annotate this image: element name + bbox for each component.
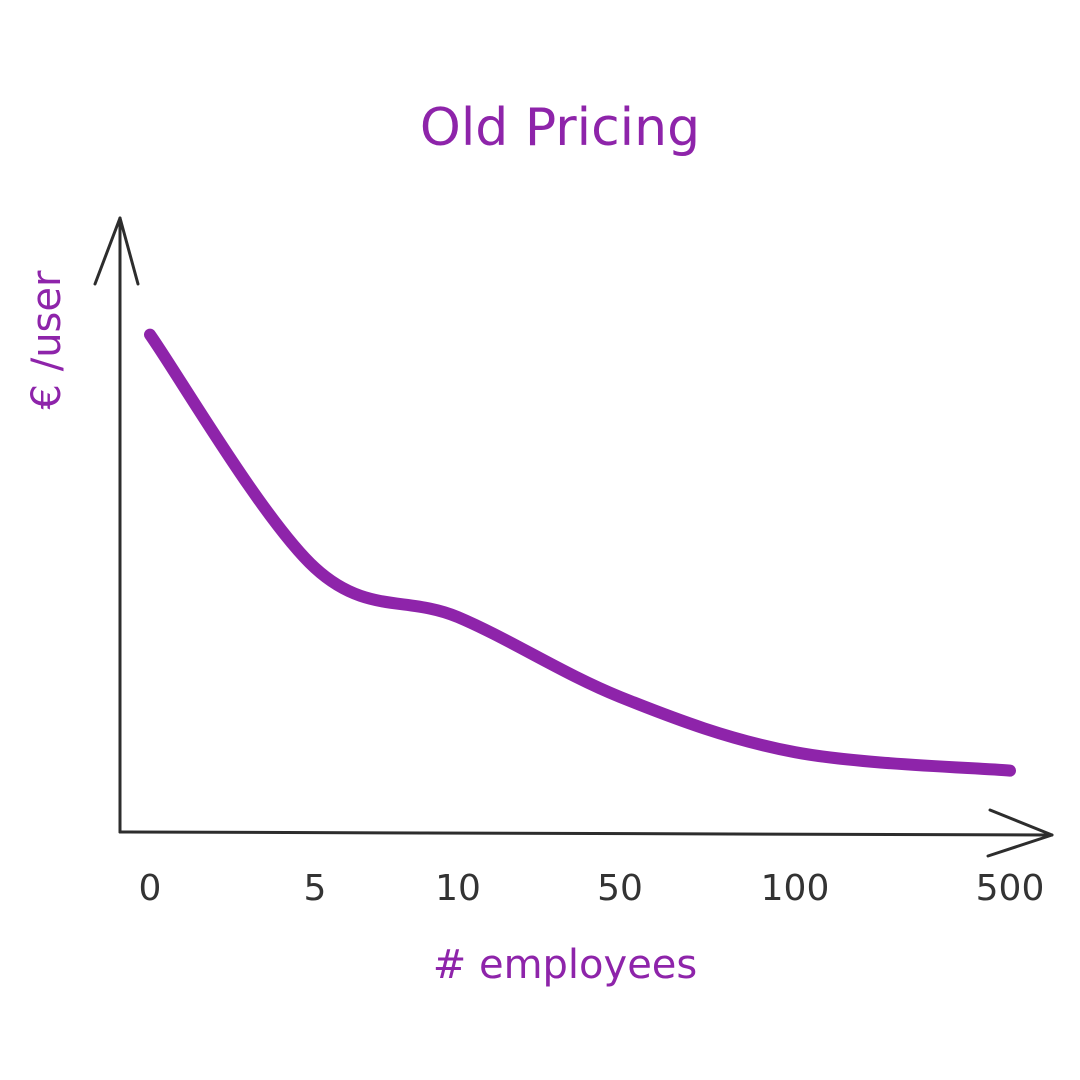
- y-axis-label: € /user: [24, 270, 70, 409]
- chart-title: Old Pricing: [420, 98, 700, 158]
- x-axis-line: [118, 830, 1054, 837]
- x-tick-label: 5: [304, 868, 327, 909]
- x-axis-arrowhead: [986, 808, 1054, 858]
- x-axis-label: # employees: [433, 942, 698, 988]
- x-tick-label: 100: [761, 868, 830, 909]
- series-line-pricing: [144, 328, 1016, 777]
- x-tick-labels: 0 5 10 50 100 500: [139, 868, 1045, 909]
- x-tick-label: 0: [139, 868, 162, 909]
- x-tick-label: 50: [597, 868, 643, 909]
- x-tick-label: 500: [976, 868, 1045, 909]
- y-axis-arrowhead: [93, 216, 140, 286]
- x-tick-label: 10: [435, 868, 481, 909]
